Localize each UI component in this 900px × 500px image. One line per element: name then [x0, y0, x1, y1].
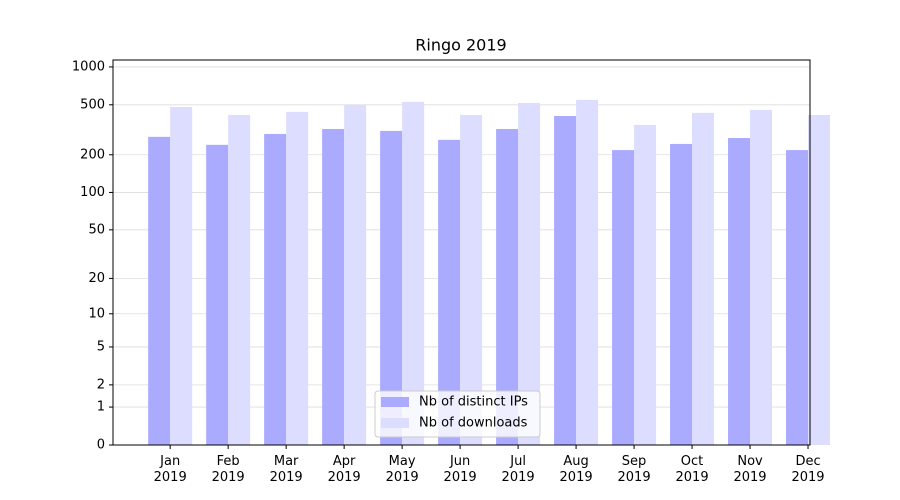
legend-box: [374, 390, 541, 438]
y-tick-label: 200: [80, 147, 105, 162]
bar: [322, 128, 345, 446]
chart-title: Ringo 2019: [415, 36, 506, 55]
bar: [344, 105, 367, 445]
bar: [808, 114, 831, 445]
x-tick-label: Jan 2019: [153, 454, 187, 485]
bar: [170, 106, 193, 445]
x-tick-label: Aug 2019: [559, 454, 593, 485]
y-tick-label: 100: [80, 185, 105, 200]
bar: [612, 150, 635, 446]
y-tick-label: 5: [97, 339, 105, 354]
bar: [148, 136, 171, 445]
y-tick-label: 2: [97, 377, 105, 392]
bar: [264, 133, 287, 445]
y-tick-label: 0: [97, 438, 105, 453]
x-tick-label: Dec 2019: [791, 454, 825, 485]
bar: [206, 144, 229, 445]
bar: [286, 111, 309, 445]
x-tick-label: Jul 2019: [501, 454, 535, 485]
y-tick-label: 500: [80, 97, 105, 112]
x-tick-label: Feb 2019: [211, 454, 245, 485]
x-tick-label: Mar 2019: [269, 454, 303, 485]
bar: [786, 150, 809, 446]
y-tick-label: 20: [88, 271, 105, 286]
bar: [380, 130, 403, 445]
x-tick-label: Apr 2019: [327, 454, 361, 485]
y-tick-label: 1000: [72, 59, 105, 74]
bar: [634, 124, 657, 446]
bar: [576, 99, 599, 446]
x-tick-label: Jun 2019: [443, 454, 477, 485]
legend-label: Nb of downloads: [419, 416, 528, 431]
bar: [460, 114, 483, 445]
bar: [496, 128, 519, 446]
bar: [728, 138, 751, 445]
legend-label: Nb of distinct IPs: [419, 395, 528, 410]
legend-swatch: [381, 418, 409, 428]
bar: [554, 116, 577, 445]
plot-frame: [112, 59, 811, 446]
y-tick-label: 50: [88, 222, 105, 237]
x-tick-label: May 2019: [385, 454, 419, 485]
legend-swatch: [381, 397, 409, 407]
bar: [228, 114, 251, 445]
x-tick-label: Nov 2019: [733, 454, 767, 485]
bar: [438, 139, 461, 445]
bar: [670, 143, 693, 445]
x-tick-label: Oct 2019: [675, 454, 709, 485]
y-tick-label: 1: [97, 400, 105, 415]
bar: [402, 101, 425, 446]
bar: [750, 109, 773, 446]
bar: [518, 102, 541, 445]
bar: [692, 112, 715, 445]
y-tick-label: 10: [88, 306, 105, 321]
x-tick-label: Sep 2019: [617, 454, 651, 485]
